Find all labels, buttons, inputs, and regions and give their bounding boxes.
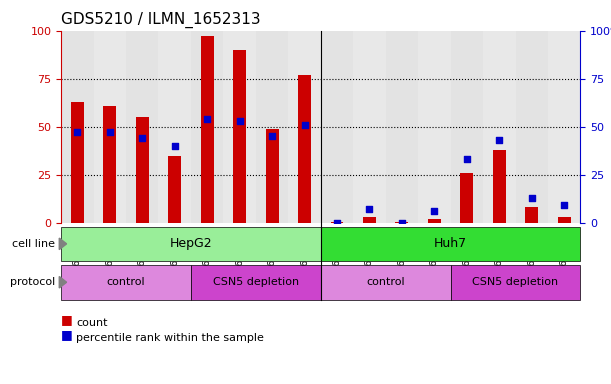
Bar — [61, 31, 93, 223]
Bar — [191, 31, 224, 223]
Bar — [224, 31, 256, 223]
Bar — [168, 156, 181, 223]
Text: Huh7: Huh7 — [434, 237, 467, 250]
Text: control: control — [107, 277, 145, 287]
Text: protocol: protocol — [10, 277, 55, 287]
Text: HepG2: HepG2 — [170, 237, 212, 250]
Bar — [103, 106, 116, 223]
Bar — [256, 31, 288, 223]
Bar — [493, 150, 506, 223]
Bar — [233, 50, 246, 223]
Point — [202, 116, 212, 122]
Point — [494, 137, 504, 143]
Bar — [158, 31, 191, 223]
Bar — [428, 219, 441, 223]
Point — [559, 202, 569, 209]
Point — [105, 129, 115, 136]
Bar — [93, 31, 126, 223]
Bar — [71, 102, 84, 223]
Bar — [395, 222, 408, 223]
Bar — [200, 36, 214, 223]
Point — [170, 143, 180, 149]
Point — [299, 122, 309, 128]
Bar — [126, 31, 158, 223]
Point — [462, 156, 472, 162]
Bar — [331, 222, 343, 223]
Point — [267, 133, 277, 139]
Text: CSN5 depletion: CSN5 depletion — [472, 277, 558, 287]
Point — [137, 135, 147, 141]
Bar — [516, 31, 548, 223]
Bar — [266, 129, 279, 223]
Bar — [363, 217, 376, 223]
Bar — [136, 117, 148, 223]
Point — [527, 195, 536, 201]
Bar — [321, 31, 353, 223]
Bar — [298, 75, 311, 223]
Point — [235, 118, 244, 124]
Point — [332, 220, 342, 226]
Text: percentile rank within the sample: percentile rank within the sample — [76, 333, 264, 343]
Bar — [460, 173, 474, 223]
Text: ■: ■ — [61, 313, 73, 326]
Point — [73, 129, 82, 136]
Bar — [386, 31, 418, 223]
Text: GDS5210 / ILMN_1652313: GDS5210 / ILMN_1652313 — [61, 12, 261, 28]
Bar — [548, 31, 580, 223]
Point — [397, 220, 407, 226]
Bar — [353, 31, 386, 223]
Bar — [288, 31, 321, 223]
Text: control: control — [367, 277, 405, 287]
Bar — [418, 31, 450, 223]
Text: ■: ■ — [61, 328, 73, 341]
Point — [430, 208, 439, 214]
Bar — [525, 207, 538, 223]
Point — [365, 206, 375, 212]
Bar — [483, 31, 516, 223]
Bar — [450, 31, 483, 223]
Text: cell line: cell line — [12, 239, 55, 249]
Bar — [558, 217, 571, 223]
Text: count: count — [76, 318, 108, 328]
Text: CSN5 depletion: CSN5 depletion — [213, 277, 299, 287]
